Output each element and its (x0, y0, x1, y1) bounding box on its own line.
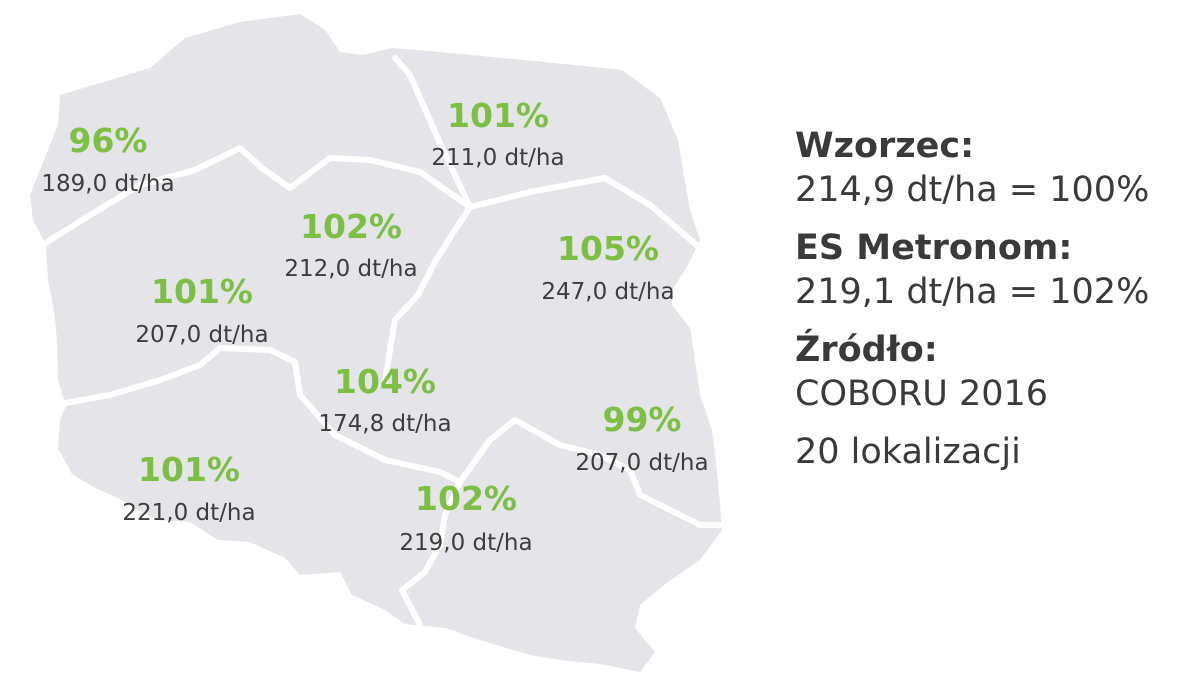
region-percent: 101% (447, 96, 549, 135)
region-percent: 101% (151, 272, 253, 311)
region-percent: 104% (334, 362, 436, 401)
source-value: COBORU 2016 (795, 374, 1049, 414)
region-yield: 174,8 dt/ha (318, 411, 451, 437)
region-yield: 219,0 dt/ha (399, 530, 532, 556)
variety-label: ES Metronom: (795, 228, 1073, 268)
poland-map: 96% 189,0 dt/ha 101% 211,0 dt/ha 102% 21… (30, 14, 723, 672)
legend-panel: Wzorzec: 214,9 dt/ha = 100% ES Metronom:… (795, 124, 1195, 488)
region-percent: 102% (300, 207, 402, 246)
region-labels: 96% 189,0 dt/ha 101% 211,0 dt/ha 102% 21… (41, 96, 708, 556)
region-yield: 189,0 dt/ha (41, 171, 174, 197)
region-percent: 102% (415, 479, 517, 518)
region-yield: 221,0 dt/ha (122, 500, 255, 526)
region-yield: 211,0 dt/ha (431, 145, 564, 171)
variety-value: 219,1 dt/ha = 102% (795, 272, 1150, 312)
region-percent: 96% (69, 121, 148, 160)
region-percent: 99% (603, 400, 682, 439)
region-percent: 105% (557, 229, 659, 268)
source-label: Źródło: (795, 330, 938, 370)
reference-label: Wzorzec: (795, 126, 975, 166)
country-outline (30, 14, 722, 672)
region-yield: 247,0 dt/ha (541, 279, 674, 305)
reference-value: 214,9 dt/ha = 100% (795, 170, 1150, 210)
region-yield: 212,0 dt/ha (284, 256, 417, 282)
locations-count: 20 lokalizacji (795, 432, 1021, 472)
region-yield: 207,0 dt/ha (575, 450, 708, 476)
region-borders (41, 55, 723, 628)
region-percent: 101% (138, 450, 240, 489)
region-yield: 207,0 dt/ha (135, 322, 268, 348)
